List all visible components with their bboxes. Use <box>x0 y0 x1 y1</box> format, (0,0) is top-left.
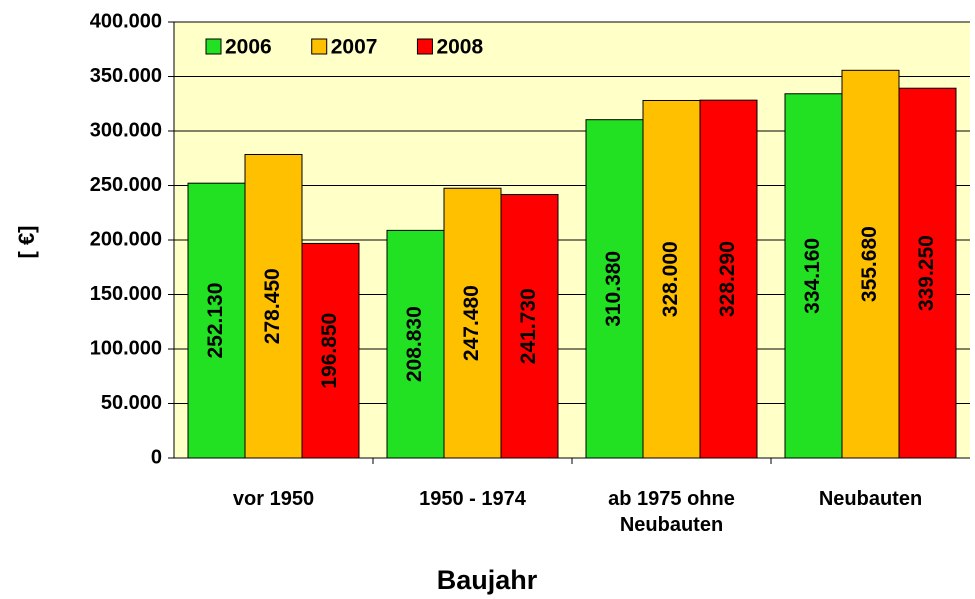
data-label: 328.000 <box>659 241 682 317</box>
data-label: 252.130 <box>204 283 227 359</box>
data-label: 355.680 <box>858 226 881 302</box>
legend-swatch <box>205 38 222 55</box>
data-label: 339.250 <box>915 235 938 311</box>
y-tick-label: 400.000 <box>90 10 162 32</box>
bar <box>642 99 701 459</box>
bar <box>443 187 502 459</box>
bar <box>386 229 445 459</box>
bar <box>841 69 900 459</box>
data-label: 278.450 <box>261 268 284 344</box>
bar <box>585 119 644 459</box>
bar <box>784 93 843 459</box>
data-label: 310.380 <box>602 251 625 327</box>
x-tick-label: 1950 - 1974 <box>419 488 526 510</box>
data-label: 334.160 <box>801 238 824 314</box>
y-tick-label: 50.000 <box>101 392 162 414</box>
legend-label: 2008 <box>436 36 483 59</box>
y-tick-label: 100.000 <box>90 337 162 359</box>
x-tick-label: ab 1975 ohne Neubauten <box>608 488 735 536</box>
legend-label: 2006 <box>225 36 272 59</box>
bar <box>244 153 303 459</box>
x-tick-label: vor 1950 <box>232 488 315 510</box>
y-axis-title: [ €] <box>14 226 39 259</box>
y-tick-label: 300.000 <box>90 119 162 141</box>
data-label: 247.480 <box>460 285 483 361</box>
bar <box>898 87 957 459</box>
data-label: 196.850 <box>318 313 341 389</box>
legend-swatch <box>416 38 433 55</box>
y-tick-label: 150.000 <box>90 283 162 305</box>
y-tick-label: 350.000 <box>90 65 162 87</box>
legend-label: 2007 <box>331 36 378 59</box>
data-label: 208.830 <box>403 306 426 382</box>
data-label: 328.290 <box>716 241 739 317</box>
y-tick-label: 250.000 <box>90 174 162 196</box>
x-tick-label: Neubauten <box>818 488 923 510</box>
y-tick-label: 200.000 <box>90 228 162 250</box>
data-label: 241.730 <box>517 288 540 364</box>
bar <box>500 194 559 459</box>
x-axis-title: Baujahr <box>437 565 538 595</box>
bar <box>301 242 360 459</box>
y-tick-label: 0 <box>151 446 162 468</box>
legend-swatch <box>311 38 328 55</box>
